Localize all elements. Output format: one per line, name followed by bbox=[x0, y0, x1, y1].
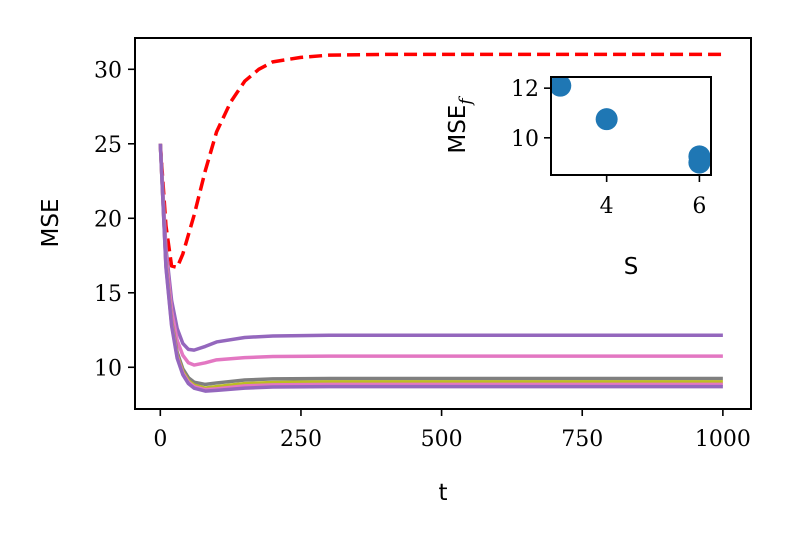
series-line-0 bbox=[158, 52, 723, 270]
series-line-6 bbox=[158, 143, 723, 393]
scatter-point-3 bbox=[688, 151, 711, 174]
inset-y-axis-label-main: MSE bbox=[445, 105, 471, 154]
inset-y-ticks: 10 12 bbox=[511, 77, 551, 152]
inset-plot-frame bbox=[550, 76, 712, 176]
main-x-ticks: 0 250 500 750 1000 bbox=[153, 409, 751, 452]
x-tick-label: 0 bbox=[153, 427, 167, 452]
inset-y-tick-label: 12 bbox=[511, 77, 539, 102]
scatter-point-1 bbox=[595, 108, 618, 131]
main-y-axis-label: MSE bbox=[38, 199, 64, 248]
y-tick-label: 15 bbox=[94, 282, 122, 307]
inset-x-tick-label: 4 bbox=[600, 194, 614, 219]
series-line-1 bbox=[158, 143, 723, 352]
series-line-5 bbox=[158, 143, 723, 392]
scatter-point-0 bbox=[551, 77, 572, 97]
main-series-group bbox=[158, 52, 723, 393]
inset-y-tick-label: 10 bbox=[511, 127, 539, 152]
inset-y-axis-label-subscript: f bbox=[456, 96, 476, 107]
series-line-2 bbox=[158, 143, 723, 367]
y-tick-label: 10 bbox=[94, 356, 122, 381]
inset-x-tick-label: 6 bbox=[692, 194, 706, 219]
main-y-ticks: 10 15 20 25 30 bbox=[94, 58, 135, 381]
inset-x-axis-label: S bbox=[624, 254, 639, 280]
x-tick-label: 250 bbox=[280, 427, 322, 452]
y-tick-label: 20 bbox=[94, 207, 122, 232]
main-plot-frame bbox=[134, 37, 752, 410]
inset-y-axis-label: MSEf bbox=[445, 96, 476, 154]
x-tick-label: 500 bbox=[421, 427, 463, 452]
inset-points-group bbox=[551, 77, 711, 174]
y-tick-label: 25 bbox=[94, 133, 122, 158]
y-tick-label: 30 bbox=[94, 58, 122, 83]
main-chart: 0 250 500 750 1000 10 15 20 25 30 t MSE bbox=[38, 37, 752, 506]
series-line-3 bbox=[158, 143, 723, 387]
inset-background bbox=[551, 77, 711, 175]
x-tick-label: 1000 bbox=[695, 427, 751, 452]
series-line-4 bbox=[158, 143, 723, 390]
inset-points-clip bbox=[551, 77, 711, 174]
x-tick-label: 750 bbox=[561, 427, 603, 452]
main-x-axis-label: t bbox=[438, 480, 447, 506]
